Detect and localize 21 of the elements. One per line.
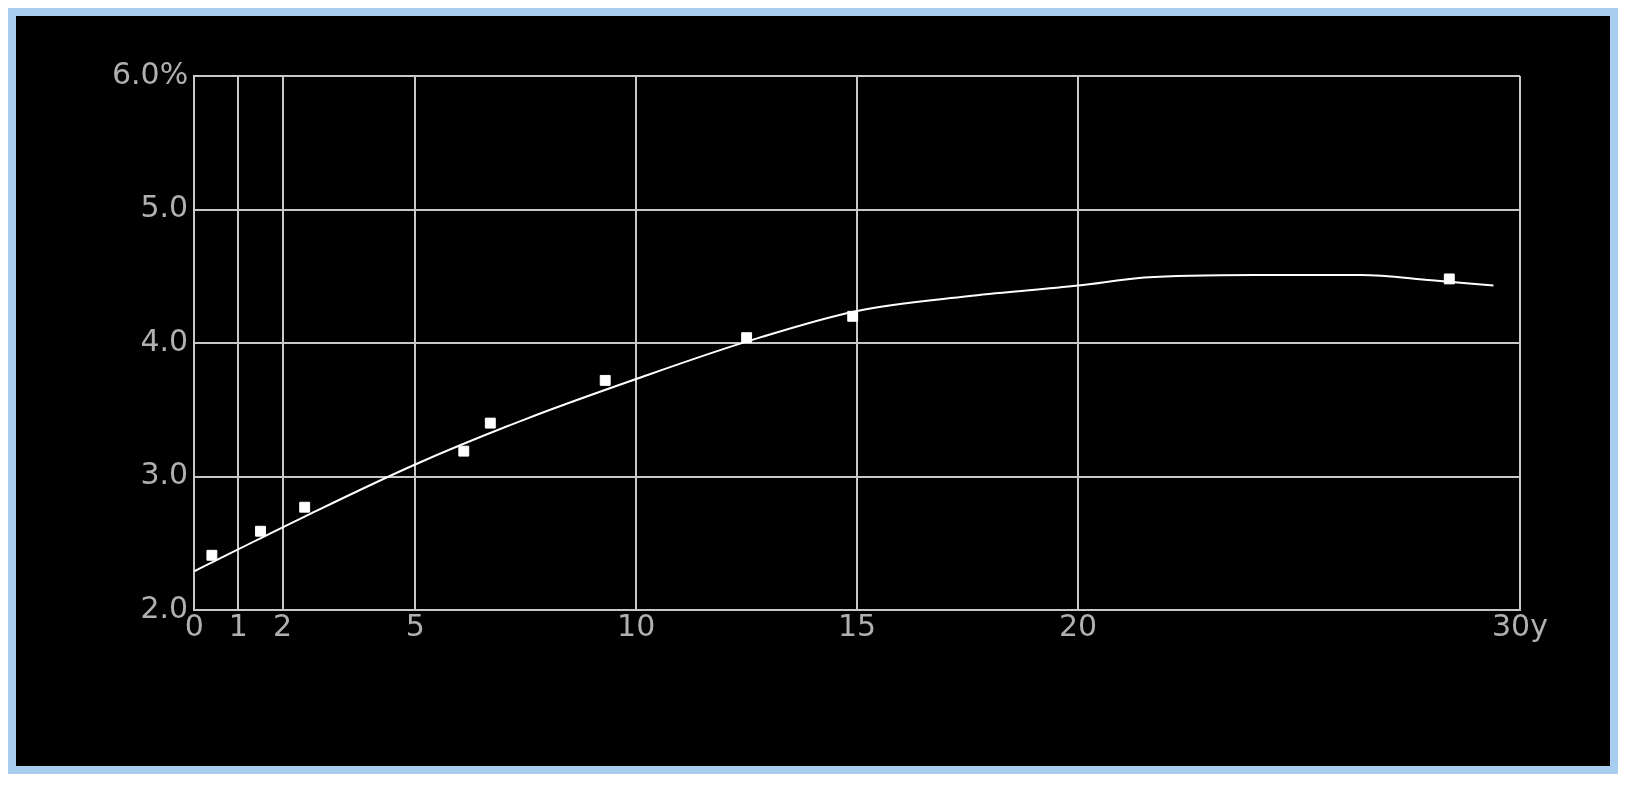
x-tick-label: 5 <box>405 607 425 643</box>
line-series <box>194 273 1495 573</box>
point <box>255 525 266 537</box>
x-tick-label: 20 <box>1058 607 1098 643</box>
x-tick-label: 2 <box>273 607 293 643</box>
y-tick-label: 3.0 <box>140 456 189 492</box>
point <box>741 332 753 344</box>
x-tick-label: 10 <box>617 607 656 643</box>
y-tick-label: 6.0% <box>112 55 189 91</box>
point <box>206 549 218 561</box>
y-tick-label: 5.0 <box>140 189 189 225</box>
point <box>1443 273 1455 285</box>
point <box>484 417 496 429</box>
y-tick-label: 4.0 <box>140 322 189 358</box>
point <box>458 445 470 457</box>
point <box>847 310 859 322</box>
x-tick-label: 1 <box>228 607 248 643</box>
point <box>599 374 611 386</box>
x-tick-label: 30y <box>1492 607 1548 643</box>
x-tick-label: 15 <box>838 607 877 643</box>
point <box>299 501 311 513</box>
